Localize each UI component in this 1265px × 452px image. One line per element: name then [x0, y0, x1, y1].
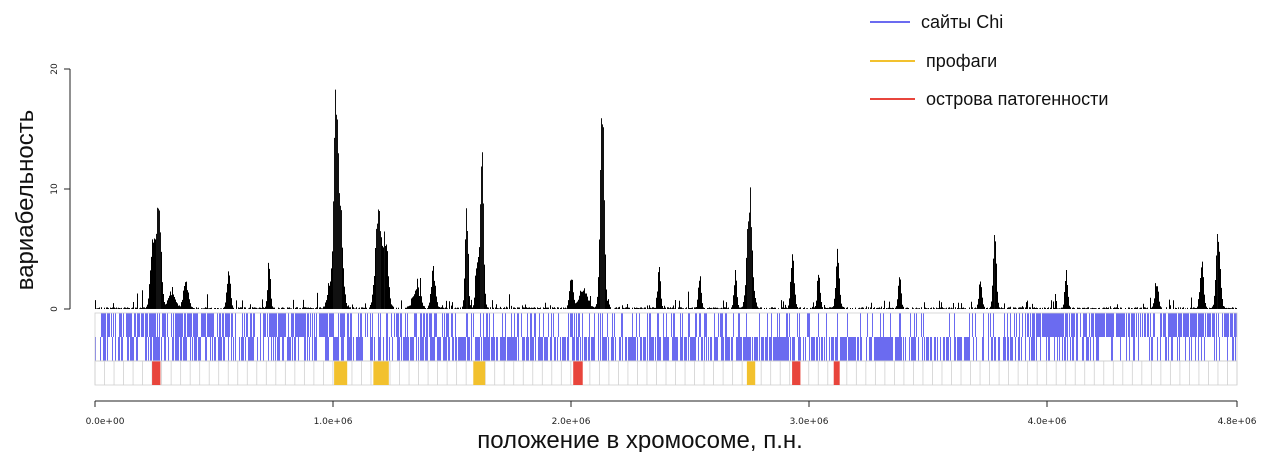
pathogenicity-island: [792, 361, 801, 385]
x-axis-label: положение в хромосоме, п.н.: [477, 427, 803, 452]
y-tick-label-20: 20: [50, 63, 60, 75]
pathogenicity-island: [573, 361, 583, 385]
x-tick-label-3: 3.0e+06: [790, 417, 829, 427]
chi-track-frame: [94, 312, 1238, 362]
y-tick-label-0: 0: [50, 306, 60, 312]
x-axis: 0.0e+00 1.0e+06 2.0e+06 3.0e+06 4.0e+06 …: [86, 400, 1257, 452]
legend-island-label: острова патогенности: [926, 89, 1108, 109]
y-axis: 20 10 0 вариабельность: [12, 63, 71, 312]
x-tick-label-1: 1.0e+06: [314, 417, 353, 427]
variability-area: [95, 89, 1237, 309]
pathogenicity-island: [833, 361, 840, 385]
legend-prophage-label: профаги: [926, 51, 997, 71]
x-tick-label-5: 4.8e+06: [1218, 417, 1257, 427]
prophage: [473, 361, 486, 385]
legend: сайты Chi профаги острова патогенности: [870, 12, 1108, 109]
prophage: [746, 361, 756, 385]
chi-sites-row-2: [95, 337, 1236, 361]
pathogenicity-island: [152, 361, 161, 385]
x-tick-label-2: 2.0e+06: [552, 417, 591, 427]
y-tick-label-10: 10: [50, 183, 60, 195]
prophage: [373, 361, 389, 385]
prophage: [334, 361, 348, 385]
y-axis-label: вариабельность: [12, 110, 39, 291]
x-tick-label-4: 4.0e+06: [1028, 417, 1067, 427]
legend-chi-label: сайты Chi: [921, 12, 1003, 32]
x-tick-label-0: 0.0e+00: [86, 417, 125, 427]
chi-sites-row-1: [101, 313, 1237, 337]
feature-row: [94, 360, 1238, 386]
